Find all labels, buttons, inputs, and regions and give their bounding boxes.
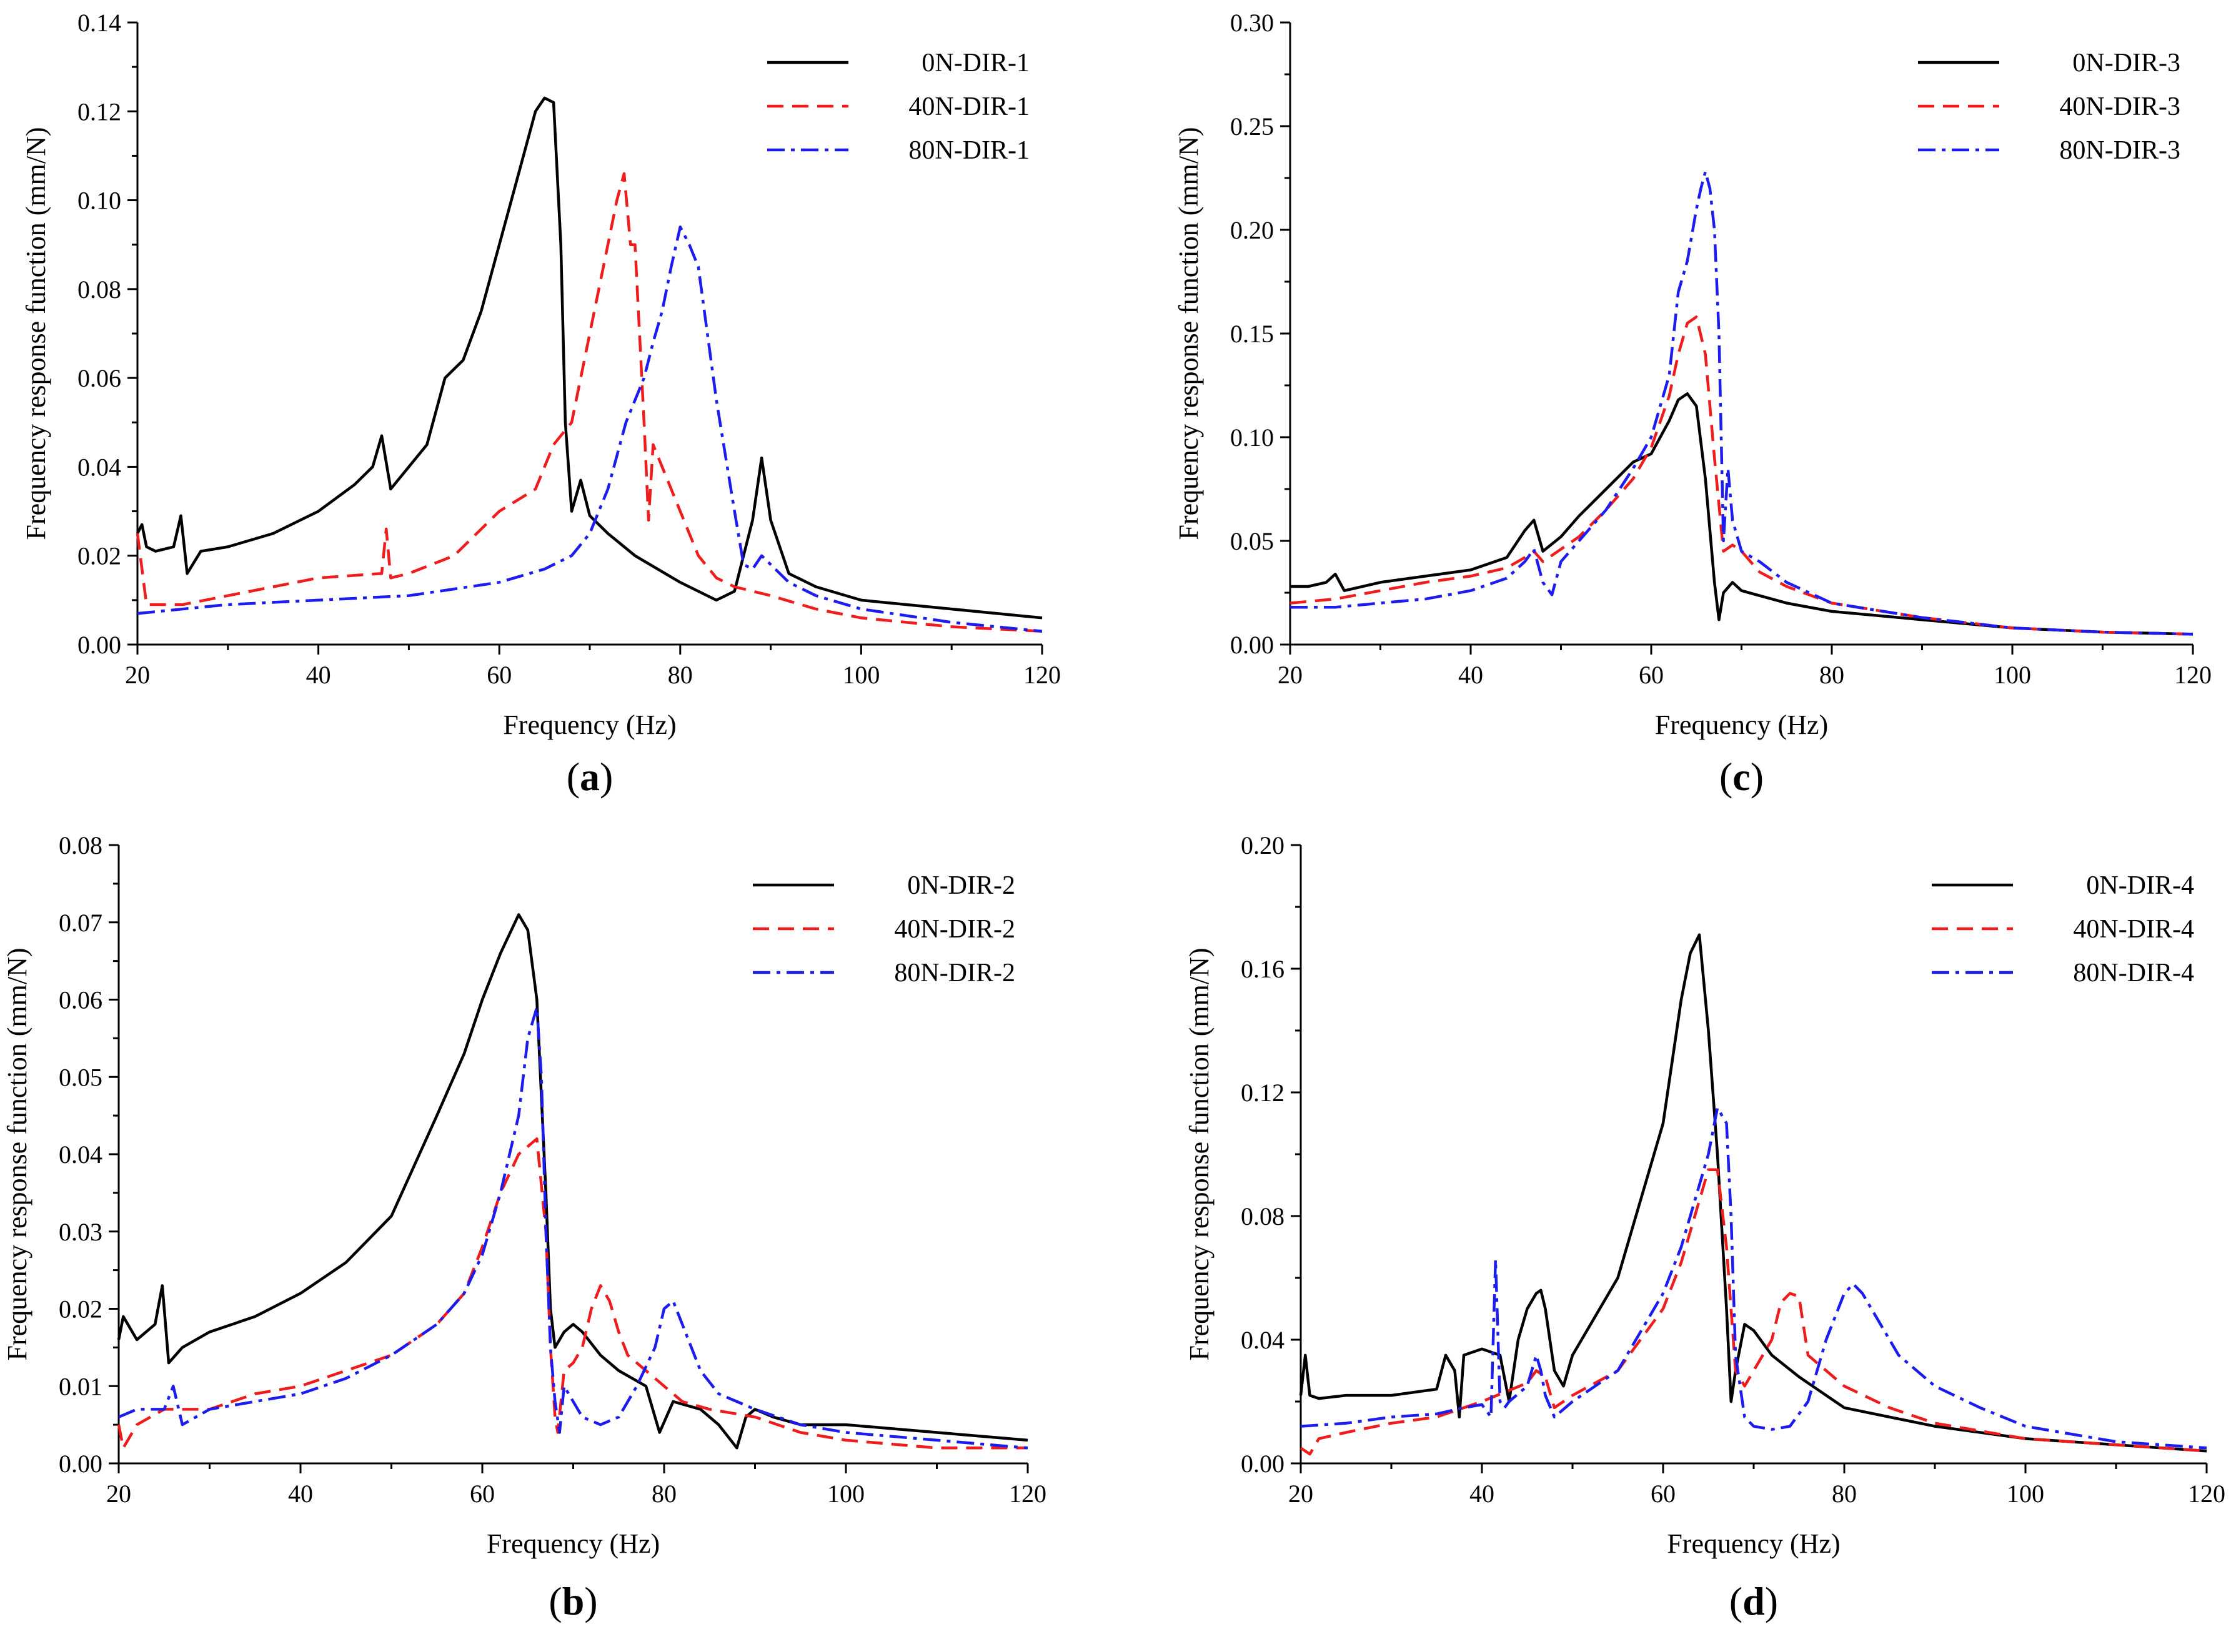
x-axis-label: Frequency (Hz): [1667, 1528, 1840, 1559]
series-line-0N-DIR-4: [1299, 933, 2207, 1453]
y-tick-label: 0.07: [59, 909, 102, 937]
panel-label: (c): [1719, 754, 1764, 799]
x-axis-label: Frequency (Hz): [1655, 710, 1828, 740]
legend-label: 0N-DIR-3: [2072, 49, 2180, 77]
y-tick-label: 0.10: [77, 187, 121, 215]
legend-label: 80N-DIR-1: [908, 136, 1030, 165]
legend-label: 40N-DIR-3: [2059, 92, 2180, 121]
series-line-0N-DIR-1: [136, 96, 1043, 620]
y-tick-label: 0.05: [1230, 527, 1274, 555]
panel-letter: a: [580, 754, 600, 799]
y-tick-label: 0.12: [77, 97, 121, 126]
series-line-40N-DIR-3: [1289, 315, 2194, 636]
y-tick-label: 0.00: [1230, 631, 1274, 659]
legend-label: 40N-DIR-2: [894, 915, 1015, 944]
y-tick-label: 0.12: [1241, 1079, 1284, 1107]
y-tick-label: 0.15: [1230, 320, 1274, 348]
panel-label: (d): [1729, 1579, 1778, 1623]
series-line-80N-DIR-4: [1300, 1106, 2207, 1450]
y-tick-label: 0.02: [77, 542, 121, 570]
x-tick-label: 80: [1832, 1480, 1857, 1508]
y-tick-label: 0.20: [1241, 831, 1284, 859]
x-tick-label: 100: [827, 1480, 865, 1508]
y-tick-label: 0.04: [59, 1140, 102, 1169]
x-tick-label: 40: [306, 661, 331, 689]
x-tick-label: 120: [2188, 1480, 2225, 1508]
x-tick-label: 40: [1458, 661, 1483, 689]
y-tick-label: 0.06: [59, 986, 102, 1014]
series-line-40N-DIR-2: [117, 1137, 1028, 1450]
panel-b: 20 40 60 80 100 120 0.00 0.01 0.02 0.03 0.04 0.05 0.…: [2, 831, 1046, 1623]
y-tick-label: 0.08: [1241, 1202, 1284, 1230]
x-tick-label: 120: [1023, 661, 1061, 689]
legend-label: 40N-DIR-4: [2073, 915, 2194, 944]
y-tick-label: 0.03: [59, 1218, 102, 1246]
series-line-40N-DIR-4: [1299, 1168, 2207, 1456]
y-tick-label: 0.25: [1230, 112, 1274, 141]
x-tick-label: 80: [1819, 661, 1844, 689]
x-tick-label: 20: [106, 1480, 131, 1508]
legend-label: 80N-DIR-4: [2073, 959, 2194, 987]
panel-d: 20 40 60 80 100 120 0.00 0.04 0.08 0.12 0.16 0.20 Fr…: [1184, 831, 2225, 1623]
y-tick-label: 0.20: [1230, 216, 1274, 244]
y-tick-label: 0.04: [1241, 1326, 1284, 1354]
panel-c: 20 40 60 80 100 120 0.00 0.05 0.10 0.15 0.20 0.25 0.…: [1173, 9, 2212, 799]
x-tick-label: 120: [2174, 661, 2212, 689]
y-tick-label: 0.00: [59, 1450, 102, 1478]
series-line-80N-DIR-3: [1290, 170, 2194, 636]
y-tick-label: 0.05: [59, 1063, 102, 1091]
y-tick-label: 0.00: [77, 631, 121, 659]
x-tick-label: 60: [1639, 661, 1664, 689]
y-axis-label: Frequency response function (mm/N): [2, 947, 32, 1360]
x-tick-label: 100: [842, 661, 880, 689]
y-tick-label: 0.14: [77, 9, 121, 37]
x-tick-label: 20: [125, 661, 150, 689]
x-tick-label: 60: [487, 661, 512, 689]
x-axis-label: Frequency (Hz): [503, 710, 676, 740]
legend-label: 0N-DIR-1: [922, 49, 1030, 77]
y-tick-label: 0.16: [1241, 955, 1284, 983]
y-axis-label: Frequency response function (mm/N): [21, 127, 51, 540]
x-tick-label: 40: [288, 1480, 313, 1508]
x-tick-label: 80: [668, 661, 693, 689]
x-tick-label: 100: [1994, 661, 2031, 689]
y-tick-label: 0.30: [1230, 9, 1274, 37]
y-axis-label: Frequency response function (mm/N): [1184, 947, 1215, 1360]
panel-label: (a): [567, 754, 614, 799]
y-axis-label: Frequency response function (mm/N): [1173, 127, 1204, 540]
y-tick-label: 0.00: [1241, 1450, 1284, 1478]
legend-label: 0N-DIR-4: [2086, 871, 2194, 900]
x-tick-label: 20: [1278, 661, 1303, 689]
y-tick-label: 0.10: [1230, 423, 1274, 452]
legend-label: 0N-DIR-2: [907, 871, 1015, 900]
y-tick-label: 0.02: [59, 1295, 102, 1323]
series-line-80N-DIR-2: [118, 1006, 1028, 1450]
series-line-40N-DIR-1: [136, 172, 1043, 633]
x-tick-label: 40: [1469, 1480, 1494, 1508]
y-tick-label: 0.08: [77, 275, 121, 304]
series-line-0N-DIR-2: [117, 913, 1028, 1450]
series-line-0N-DIR-3: [1290, 392, 2194, 636]
x-tick-label: 120: [1009, 1480, 1046, 1508]
x-tick-label: 80: [652, 1480, 677, 1508]
y-tick-label: 0.01: [59, 1372, 102, 1400]
x-tick-label: 100: [2007, 1480, 2044, 1508]
series-line-80N-DIR-1: [137, 225, 1043, 633]
panel-letter: d: [1742, 1579, 1765, 1623]
x-tick-label: 60: [1651, 1480, 1676, 1508]
x-tick-label: 20: [1288, 1480, 1313, 1508]
y-tick-label: 0.08: [59, 831, 102, 859]
y-tick-label: 0.04: [77, 453, 121, 481]
panel-a: 20 40 60 80 100 120 0.00 0.02 0.04 0.06 0.08 0.10 0.…: [21, 9, 1061, 799]
legend-label: 80N-DIR-2: [894, 959, 1015, 987]
y-tick-label: 0.06: [77, 364, 121, 392]
panel-letter: b: [562, 1579, 585, 1623]
legend-label: 80N-DIR-3: [2059, 136, 2180, 165]
panel-letter: c: [1732, 754, 1750, 799]
x-tick-label: 60: [470, 1480, 495, 1508]
x-axis-label: Frequency (Hz): [487, 1528, 660, 1559]
panel-label: (b): [549, 1579, 597, 1623]
legend-label: 40N-DIR-1: [908, 92, 1030, 121]
